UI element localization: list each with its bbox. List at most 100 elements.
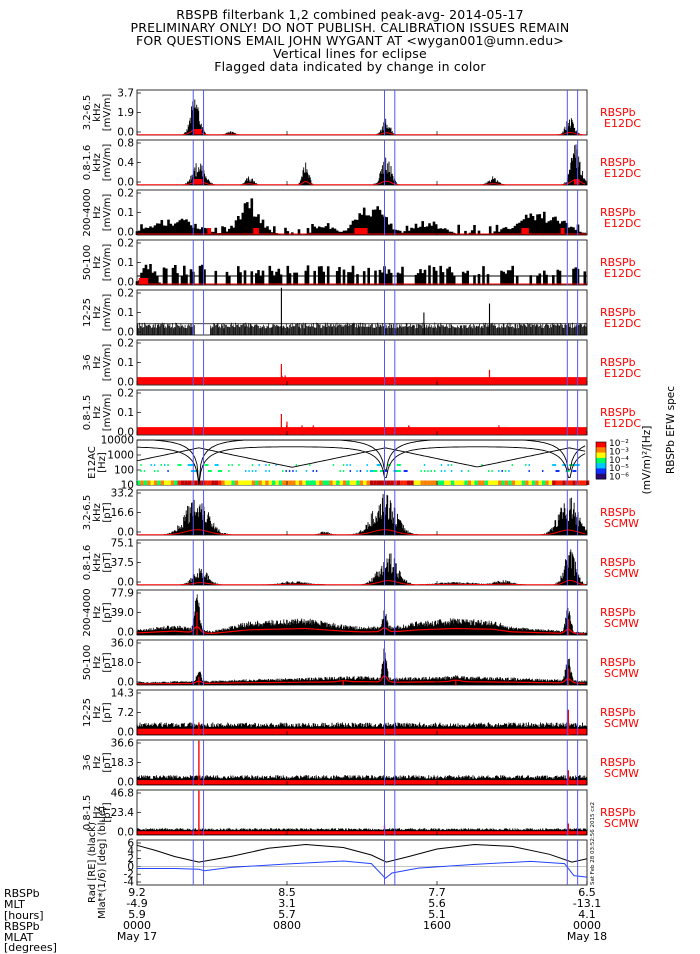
spec-bin [447, 464, 449, 467]
y-axis-label: Rad [RE] (black) [87, 822, 98, 903]
spec-bin [525, 464, 527, 467]
spec-bin [467, 480, 472, 485]
spec-bin [167, 480, 171, 485]
spec-bin [363, 480, 367, 485]
spec-bin [491, 480, 495, 485]
spec-bin [434, 470, 436, 472]
spec-bin [255, 470, 257, 472]
y-axis-label: [mV/m] [102, 144, 113, 182]
spec-curve [136, 447, 586, 468]
flag-block [521, 228, 529, 235]
spec-bin [319, 480, 323, 485]
spec-bin [552, 480, 556, 485]
spec-bin [467, 470, 470, 472]
flag-block [354, 228, 368, 235]
y-tick-label: 23.4 [111, 807, 135, 819]
colorbar-tick-label: 10⁻⁵ [609, 464, 629, 474]
instrument-mode-label: E12DC [604, 167, 641, 180]
tick-mlt-value: 3.1 [278, 897, 296, 910]
spec-bin [346, 464, 348, 467]
y-tick-label: 18.3 [111, 757, 134, 769]
instrument-mode-label: E12DC [604, 217, 641, 230]
y-tick-label: 10 [121, 480, 134, 492]
colorbar-segment [596, 442, 606, 448]
spec-bin [278, 480, 283, 485]
spec-bin [157, 480, 161, 485]
spec-bin [528, 480, 532, 485]
y-axis-label: [mV/m] [102, 194, 113, 232]
spec-bin [349, 480, 354, 485]
spec-bin [410, 480, 414, 485]
spec-bin [511, 464, 514, 467]
instrument-label: RBSPb [600, 206, 636, 219]
spec-bin [251, 480, 256, 485]
spec-bin [214, 480, 219, 485]
spec-bin [160, 464, 163, 467]
instrument-label: RBSPb [600, 706, 636, 719]
spec-bin [555, 470, 560, 472]
spec-bin [248, 470, 250, 472]
y-tick-label: 36.0 [111, 638, 134, 650]
header-title: RBSPB filterbank 1,2 combined peak-avg- … [176, 7, 524, 22]
spec-bin [471, 480, 475, 485]
spec-bin [491, 470, 493, 472]
y-tick-label: 4 [127, 845, 134, 857]
y-tick-label: 0.0 [117, 827, 134, 839]
spec-bin [393, 470, 398, 472]
spec-bin [430, 470, 433, 472]
spec-bin [272, 480, 276, 485]
spec-bin [150, 480, 154, 485]
y-axis-label: [mV/m] [102, 244, 113, 282]
spec-bin [420, 470, 422, 472]
y-tick-label: 0.0 [117, 677, 134, 689]
header-flag-note: Flagged data indicated by change in colo… [214, 59, 486, 74]
spec-bin [160, 480, 165, 485]
spec-bin [251, 464, 254, 467]
spec-bin [461, 480, 465, 485]
flag-block [207, 228, 212, 235]
instrument-label: RBSPb [600, 806, 636, 819]
spec-bin [461, 470, 463, 472]
spec-bin [353, 480, 357, 485]
y-axis-label: [pT] [102, 802, 113, 822]
y-axis-label: 0.8-1.6 [82, 545, 93, 580]
y-tick-label: 0.1 [117, 257, 134, 269]
avg-fill [137, 831, 587, 835]
spec-bin [369, 480, 374, 485]
spec-bin [558, 480, 563, 485]
flag-block [253, 228, 259, 235]
spec-bin [457, 480, 462, 485]
tick-time-label: 0800 [273, 919, 301, 932]
spec-bin [326, 480, 330, 485]
spec-bin [376, 464, 381, 467]
spec-bin [434, 480, 438, 485]
spec-bin [430, 480, 435, 485]
spec-bin [140, 464, 142, 467]
colorbar-segment [596, 463, 606, 469]
y-tick-label: 100 [114, 465, 134, 477]
tick-mlat-value: 5.9 [128, 908, 146, 921]
colorbar-segment [596, 447, 606, 454]
spec-bin [383, 470, 388, 472]
spec-bin [484, 480, 489, 485]
y-tick-label: 0.0 [117, 527, 134, 539]
timestamp-label: Sat Feb 28 03:52:56 2015 cx2 [590, 802, 596, 885]
y-tick-label: 0.0 [117, 727, 134, 739]
y-axis-label: 3-6 [82, 754, 93, 770]
y-axis-label: [pT] [102, 552, 113, 572]
y-tick-label: 0.4 [117, 157, 134, 169]
spec-bin [427, 480, 431, 485]
y-tick-label: 0.1 [117, 407, 134, 419]
spec-bin [488, 480, 492, 485]
spec-bin [322, 480, 327, 485]
spec-bin [261, 480, 266, 485]
y-tick-label: 0.2 [117, 338, 134, 350]
y-tick-label: 10000 [101, 435, 134, 447]
y-tick-label: 6 [127, 838, 134, 850]
spec-bin [238, 480, 242, 485]
instrument-mode-label: SCMW [604, 617, 639, 630]
spec-bin [380, 480, 384, 485]
spec-bin [572, 470, 577, 472]
